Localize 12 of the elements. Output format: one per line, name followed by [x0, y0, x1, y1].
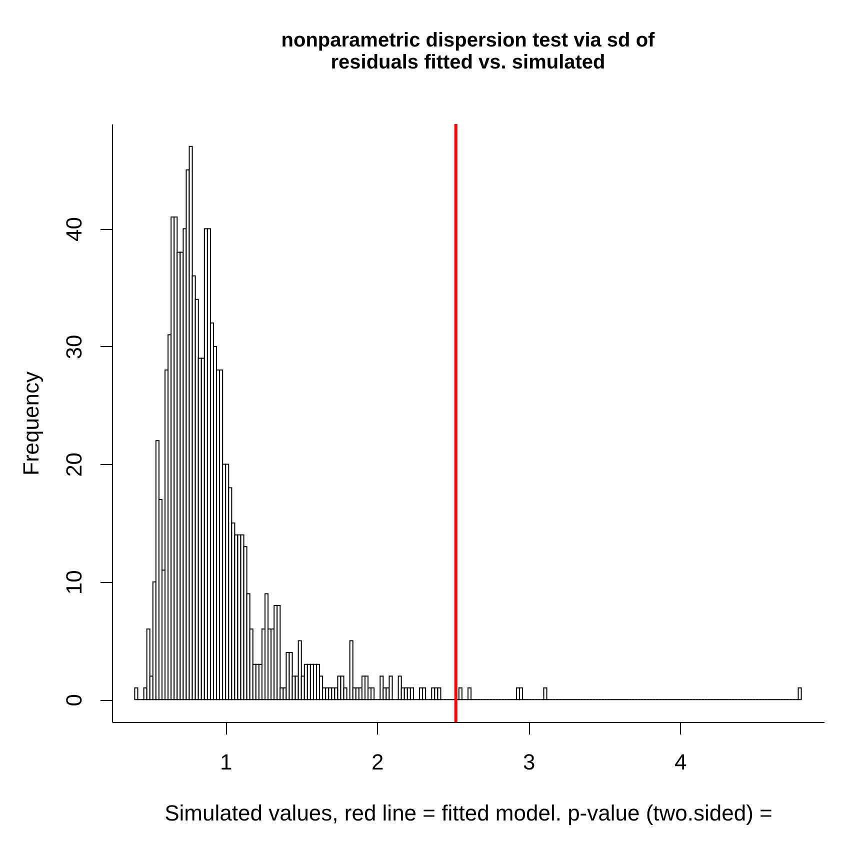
y-axis-title: Frequency	[18, 372, 44, 476]
y-tick-label: 20	[62, 452, 86, 477]
x-tick-label: 3	[522, 750, 536, 774]
x-tick-label: 2	[371, 750, 384, 774]
y-tick-label: 30	[62, 334, 86, 360]
y-tick-label: 10	[62, 570, 86, 595]
x-tick-label: 1	[220, 750, 232, 774]
chart-title: nonparametric dispersion test via sd of residuals fitted vs. simulated	[281, 30, 656, 74]
x-tick-label: 4	[674, 750, 687, 774]
y-tick-label: 40	[62, 217, 86, 242]
y-tick-label: 0	[62, 694, 86, 706]
x-axis-title: Simulated values, red line = fitted model. p-value (two.sided) =	[164, 800, 772, 826]
